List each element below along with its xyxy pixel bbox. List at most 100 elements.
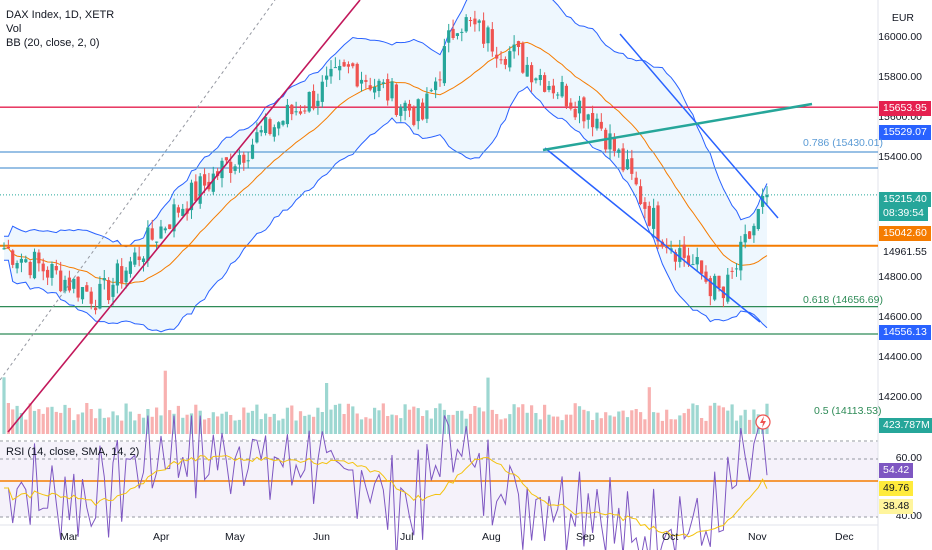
- trendline-teal[interactable]: [542, 102, 813, 152]
- candle[interactable]: [700, 260, 704, 274]
- candle[interactable]: [111, 284, 115, 297]
- candle[interactable]: [442, 46, 446, 84]
- candle[interactable]: [120, 266, 124, 283]
- candle[interactable]: [538, 75, 542, 80]
- candle[interactable]: [320, 81, 324, 102]
- candle[interactable]: [242, 154, 246, 163]
- candle[interactable]: [163, 228, 167, 231]
- candle[interactable]: [599, 121, 603, 129]
- candle[interactable]: [333, 67, 337, 69]
- candle[interactable]: [351, 63, 355, 67]
- candle[interactable]: [525, 64, 529, 77]
- candle[interactable]: [342, 62, 346, 67]
- candle[interactable]: [660, 241, 664, 247]
- candle[interactable]: [630, 158, 634, 174]
- candle[interactable]: [464, 17, 468, 32]
- candle[interactable]: [752, 225, 756, 236]
- candle[interactable]: [726, 274, 730, 302]
- candle[interactable]: [451, 28, 455, 38]
- candle[interactable]: [67, 277, 71, 291]
- candle[interactable]: [621, 148, 625, 171]
- candle[interactable]: [686, 255, 691, 265]
- candle[interactable]: [730, 270, 734, 272]
- rsi-legend[interactable]: RSI (14, close, SMA, 14, 2): [6, 445, 139, 459]
- candle[interactable]: [482, 20, 486, 44]
- candle[interactable]: [137, 256, 141, 261]
- candle[interactable]: [298, 111, 303, 114]
- candle[interactable]: [355, 63, 359, 87]
- candle[interactable]: [250, 144, 255, 159]
- candle[interactable]: [617, 149, 621, 153]
- channel-upper[interactable]: [619, 33, 779, 219]
- candle[interactable]: [564, 85, 568, 107]
- candle[interactable]: [63, 279, 67, 292]
- candle[interactable]: [551, 85, 555, 94]
- rsi-line[interactable]: [4, 415, 768, 550]
- candle[interactable]: [41, 263, 45, 272]
- candle[interactable]: [416, 99, 420, 122]
- candle[interactable]: [756, 209, 760, 229]
- candle[interactable]: [203, 174, 207, 186]
- candle[interactable]: [394, 84, 398, 116]
- candle[interactable]: [460, 31, 464, 33]
- candle[interactable]: [198, 176, 202, 204]
- candle[interactable]: [2, 248, 6, 250]
- candle[interactable]: [612, 137, 616, 151]
- candle[interactable]: [338, 66, 342, 71]
- candle[interactable]: [556, 94, 560, 96]
- candle[interactable]: [591, 113, 595, 128]
- candle[interactable]: [368, 85, 372, 90]
- candle[interactable]: [695, 257, 699, 265]
- symbol-legend[interactable]: DAX Index, 1D, XETR: [6, 9, 115, 21]
- candle[interactable]: [673, 252, 677, 262]
- candle[interactable]: [377, 80, 381, 91]
- candle[interactable]: [534, 78, 538, 81]
- candle[interactable]: [115, 263, 119, 286]
- candle[interactable]: [189, 182, 194, 211]
- candle[interactable]: [438, 79, 442, 81]
- candle[interactable]: [473, 18, 477, 25]
- candle[interactable]: [285, 104, 289, 125]
- candle[interactable]: [159, 226, 163, 239]
- candle[interactable]: [373, 87, 377, 93]
- candle[interactable]: [734, 268, 739, 270]
- candle[interactable]: [643, 202, 647, 209]
- candle[interactable]: [586, 114, 590, 120]
- candle[interactable]: [172, 204, 176, 232]
- candle[interactable]: [237, 155, 241, 165]
- candle[interactable]: [412, 107, 416, 125]
- candle[interactable]: [547, 86, 551, 90]
- candle[interactable]: [15, 263, 19, 269]
- candle[interactable]: [678, 248, 682, 262]
- candle[interactable]: [268, 119, 272, 134]
- candle[interactable]: [425, 93, 429, 119]
- candle[interactable]: [19, 258, 23, 263]
- candle[interactable]: [24, 259, 28, 263]
- candle[interactable]: [32, 251, 37, 279]
- candle[interactable]: [76, 276, 80, 298]
- candle[interactable]: [543, 75, 547, 92]
- candle[interactable]: [639, 186, 643, 204]
- candle[interactable]: [595, 118, 599, 129]
- candle[interactable]: [434, 81, 438, 91]
- candle[interactable]: [407, 103, 412, 111]
- candle[interactable]: [6, 246, 10, 249]
- candle[interactable]: [503, 59, 507, 65]
- candle[interactable]: [743, 234, 747, 243]
- candle[interactable]: [54, 266, 58, 271]
- candle[interactable]: [28, 262, 32, 276]
- candle[interactable]: [259, 130, 263, 133]
- candle[interactable]: [625, 159, 630, 170]
- candle[interactable]: [486, 27, 490, 44]
- candle[interactable]: [512, 44, 516, 52]
- candle[interactable]: [634, 177, 638, 185]
- candle[interactable]: [508, 51, 512, 68]
- candle[interactable]: [80, 287, 85, 300]
- candle[interactable]: [499, 59, 503, 61]
- candle[interactable]: [421, 102, 425, 120]
- candle[interactable]: [652, 207, 656, 229]
- candle[interactable]: [59, 270, 63, 292]
- candle[interactable]: [72, 278, 76, 289]
- candle[interactable]: [133, 252, 137, 265]
- candle[interactable]: [155, 241, 159, 243]
